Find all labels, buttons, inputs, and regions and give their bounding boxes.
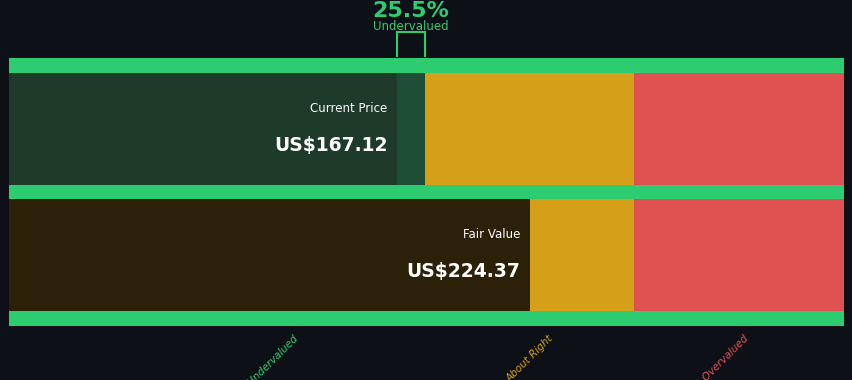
Text: 20% Overvalued: 20% Overvalued — [681, 333, 749, 380]
Text: Fair Value: Fair Value — [463, 228, 520, 241]
Bar — [425, 199, 633, 311]
Text: About Right: About Right — [504, 333, 554, 380]
Bar — [9, 73, 425, 185]
Bar — [633, 199, 843, 311]
Bar — [9, 73, 396, 185]
Text: Current Price: Current Price — [309, 102, 387, 115]
Text: US$167.12: US$167.12 — [273, 136, 387, 155]
Text: US$224.37: US$224.37 — [406, 262, 520, 281]
Bar — [633, 73, 843, 185]
Bar — [9, 311, 843, 326]
Bar — [9, 58, 843, 73]
Bar — [425, 73, 633, 185]
Text: Undervalued: Undervalued — [372, 20, 448, 33]
Text: 20% Undervalued: 20% Undervalued — [227, 333, 299, 380]
Bar — [9, 185, 843, 199]
Bar — [9, 199, 425, 311]
Text: 25.5%: 25.5% — [372, 1, 449, 21]
Bar — [9, 199, 529, 311]
